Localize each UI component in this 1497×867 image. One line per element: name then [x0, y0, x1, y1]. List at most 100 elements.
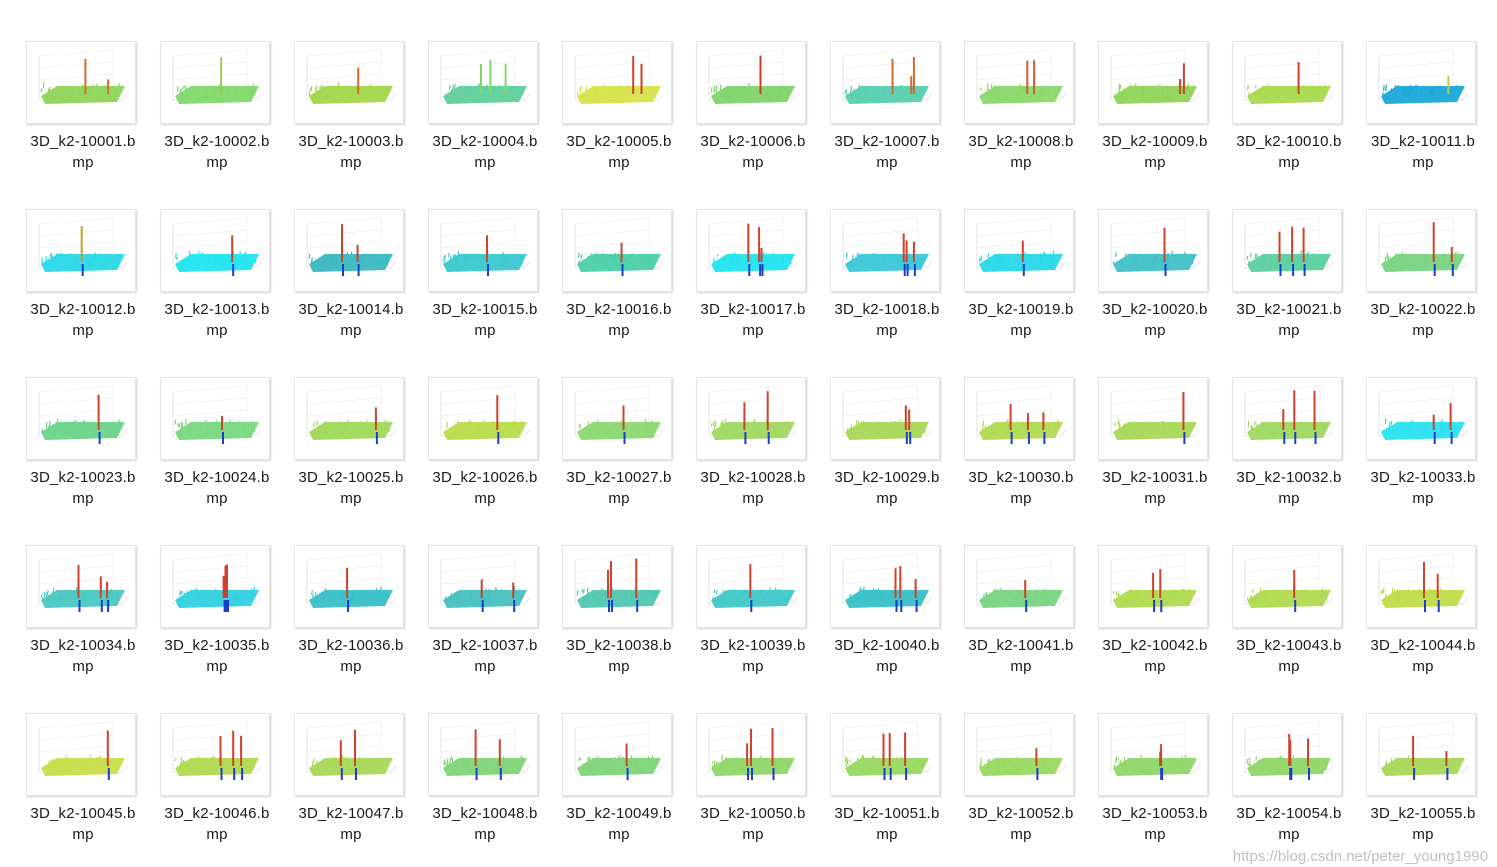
file-item[interactable]: 3D_k2-10009.b mp — [1072, 0, 1208, 171]
file-thumbnail[interactable] — [428, 209, 538, 292]
file-item[interactable]: 3D_k2-10031.b mp — [1072, 336, 1208, 507]
file-name[interactable]: 3D_k2-10015.b mp — [402, 299, 568, 341]
file-item[interactable]: 3D_k2-10054.b mp — [1206, 672, 1342, 843]
file-thumbnail[interactable] — [562, 209, 672, 292]
file-item[interactable]: 3D_k2-10001.b mp — [0, 0, 136, 171]
file-name[interactable]: 3D_k2-10016.b mp — [536, 299, 702, 341]
file-name[interactable]: 3D_k2-10049.b mp — [536, 803, 702, 845]
file-item[interactable]: 3D_k2-10052.b mp — [938, 672, 1074, 843]
file-name[interactable]: 3D_k2-10043.b mp — [1206, 635, 1372, 677]
file-name[interactable]: 3D_k2-10046.b mp — [134, 803, 300, 845]
file-name[interactable]: 3D_k2-10021.b mp — [1206, 299, 1372, 341]
file-name[interactable]: 3D_k2-10027.b mp — [536, 467, 702, 509]
file-item[interactable]: 3D_k2-10006.b mp — [670, 0, 806, 171]
file-thumbnail[interactable] — [830, 545, 940, 628]
file-name[interactable]: 3D_k2-10034.b mp — [0, 635, 166, 677]
file-item[interactable]: 3D_k2-10036.b mp — [268, 504, 404, 675]
file-name[interactable]: 3D_k2-10023.b mp — [0, 467, 166, 509]
file-name[interactable]: 3D_k2-10029.b mp — [804, 467, 970, 509]
file-thumbnail[interactable] — [696, 209, 806, 292]
file-name[interactable]: 3D_k2-10042.b mp — [1072, 635, 1238, 677]
file-thumbnail[interactable] — [1366, 209, 1476, 292]
file-item[interactable]: 3D_k2-10030.b mp — [938, 336, 1074, 507]
file-thumbnail[interactable] — [26, 209, 136, 292]
file-item[interactable]: 3D_k2-10025.b mp — [268, 336, 404, 507]
file-thumbnail[interactable] — [26, 377, 136, 460]
file-item[interactable]: 3D_k2-10021.b mp — [1206, 168, 1342, 339]
file-thumbnail[interactable] — [830, 713, 940, 796]
file-name[interactable]: 3D_k2-10011.b mp — [1340, 131, 1497, 173]
file-name[interactable]: 3D_k2-10013.b mp — [134, 299, 300, 341]
file-name[interactable]: 3D_k2-10010.b mp — [1206, 131, 1372, 173]
file-name[interactable]: 3D_k2-10039.b mp — [670, 635, 836, 677]
file-name[interactable]: 3D_k2-10037.b mp — [402, 635, 568, 677]
file-name[interactable]: 3D_k2-10004.b mp — [402, 131, 568, 173]
file-thumbnail[interactable] — [830, 377, 940, 460]
file-thumbnail[interactable] — [562, 545, 672, 628]
file-thumbnail[interactable] — [1098, 377, 1208, 460]
file-item[interactable]: 3D_k2-10046.b mp — [134, 672, 270, 843]
file-name[interactable]: 3D_k2-10055.b mp — [1340, 803, 1497, 845]
file-item[interactable]: 3D_k2-10050.b mp — [670, 672, 806, 843]
file-item[interactable]: 3D_k2-10029.b mp — [804, 336, 940, 507]
file-item[interactable]: 3D_k2-10044.b mp — [1340, 504, 1476, 675]
file-name[interactable]: 3D_k2-10036.b mp — [268, 635, 434, 677]
file-name[interactable]: 3D_k2-10007.b mp — [804, 131, 970, 173]
file-item[interactable]: 3D_k2-10010.b mp — [1206, 0, 1342, 171]
file-item[interactable]: 3D_k2-10027.b mp — [536, 336, 672, 507]
file-name[interactable]: 3D_k2-10022.b mp — [1340, 299, 1497, 341]
file-thumbnail[interactable] — [1366, 377, 1476, 460]
file-name[interactable]: 3D_k2-10052.b mp — [938, 803, 1104, 845]
file-name[interactable]: 3D_k2-10030.b mp — [938, 467, 1104, 509]
file-item[interactable]: 3D_k2-10040.b mp — [804, 504, 940, 675]
file-name[interactable]: 3D_k2-10014.b mp — [268, 299, 434, 341]
file-item[interactable]: 3D_k2-10042.b mp — [1072, 504, 1208, 675]
file-thumbnail[interactable] — [294, 713, 404, 796]
file-item[interactable]: 3D_k2-10049.b mp — [536, 672, 672, 843]
file-item[interactable]: 3D_k2-10015.b mp — [402, 168, 538, 339]
file-name[interactable]: 3D_k2-10038.b mp — [536, 635, 702, 677]
file-thumbnail[interactable] — [696, 713, 806, 796]
file-thumbnail[interactable] — [26, 713, 136, 796]
file-item[interactable]: 3D_k2-10022.b mp — [1340, 168, 1476, 339]
file-item[interactable]: 3D_k2-10045.b mp — [0, 672, 136, 843]
file-item[interactable]: 3D_k2-10055.b mp — [1340, 672, 1476, 843]
file-thumbnail[interactable] — [964, 209, 1074, 292]
file-name[interactable]: 3D_k2-10012.b mp — [0, 299, 166, 341]
file-name[interactable]: 3D_k2-10005.b mp — [536, 131, 702, 173]
file-name[interactable]: 3D_k2-10024.b mp — [134, 467, 300, 509]
file-name[interactable]: 3D_k2-10051.b mp — [804, 803, 970, 845]
file-item[interactable]: 3D_k2-10047.b mp — [268, 672, 404, 843]
file-thumbnail[interactable] — [160, 41, 270, 124]
file-item[interactable]: 3D_k2-10048.b mp — [402, 672, 538, 843]
file-name[interactable]: 3D_k2-10001.b mp — [0, 131, 166, 173]
file-name[interactable]: 3D_k2-10033.b mp — [1340, 467, 1497, 509]
file-name[interactable]: 3D_k2-10048.b mp — [402, 803, 568, 845]
file-thumbnail[interactable] — [964, 377, 1074, 460]
file-name[interactable]: 3D_k2-10054.b mp — [1206, 803, 1372, 845]
file-thumbnail[interactable] — [1366, 545, 1476, 628]
file-thumbnail[interactable] — [160, 377, 270, 460]
file-thumbnail[interactable] — [562, 377, 672, 460]
file-name[interactable]: 3D_k2-10017.b mp — [670, 299, 836, 341]
file-thumbnail[interactable] — [1232, 377, 1342, 460]
file-item[interactable]: 3D_k2-10005.b mp — [536, 0, 672, 171]
file-thumbnail[interactable] — [1098, 41, 1208, 124]
file-item[interactable]: 3D_k2-10035.b mp — [134, 504, 270, 675]
file-name[interactable]: 3D_k2-10031.b mp — [1072, 467, 1238, 509]
file-thumbnail[interactable] — [294, 545, 404, 628]
file-name[interactable]: 3D_k2-10006.b mp — [670, 131, 836, 173]
file-name[interactable]: 3D_k2-10035.b mp — [134, 635, 300, 677]
file-thumbnail[interactable] — [1232, 209, 1342, 292]
file-item[interactable]: 3D_k2-10053.b mp — [1072, 672, 1208, 843]
file-item[interactable]: 3D_k2-10004.b mp — [402, 0, 538, 171]
file-item[interactable]: 3D_k2-10034.b mp — [0, 504, 136, 675]
file-thumbnail[interactable] — [294, 41, 404, 124]
file-name[interactable]: 3D_k2-10045.b mp — [0, 803, 166, 845]
file-item[interactable]: 3D_k2-10003.b mp — [268, 0, 404, 171]
file-thumbnail[interactable] — [830, 209, 940, 292]
file-thumbnail[interactable] — [428, 545, 538, 628]
file-thumbnail[interactable] — [1232, 41, 1342, 124]
file-name[interactable]: 3D_k2-10003.b mp — [268, 131, 434, 173]
file-item[interactable]: 3D_k2-10024.b mp — [134, 336, 270, 507]
